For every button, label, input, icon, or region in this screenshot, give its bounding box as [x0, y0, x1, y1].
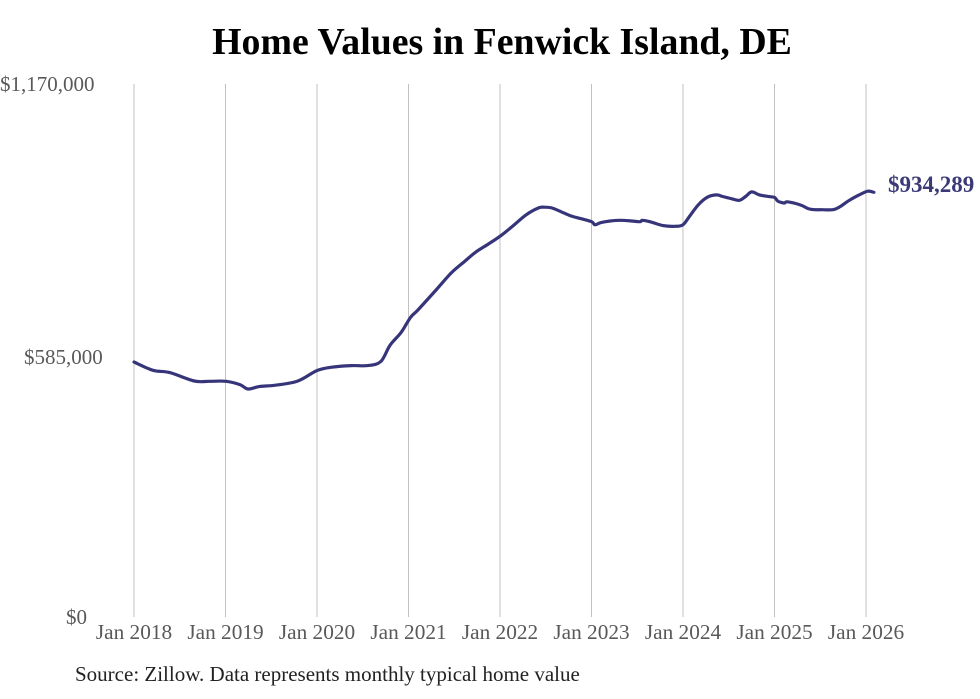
svg-text:Jan 2026: Jan 2026 [828, 620, 905, 644]
svg-text:$0: $0 [66, 605, 87, 629]
svg-text:$585,000: $585,000 [24, 345, 103, 369]
svg-text:Jan 2023: Jan 2023 [553, 620, 629, 644]
svg-text:$934,289: $934,289 [888, 172, 974, 197]
svg-text:$1,170,000: $1,170,000 [0, 72, 95, 96]
svg-text:Jan 2019: Jan 2019 [187, 620, 263, 644]
svg-text:Jan 2025: Jan 2025 [736, 620, 812, 644]
svg-text:Jan 2024: Jan 2024 [645, 620, 722, 644]
svg-text:Jan 2020: Jan 2020 [279, 620, 355, 644]
svg-text:Jan 2022: Jan 2022 [462, 620, 538, 644]
svg-text:Jan 2018: Jan 2018 [96, 620, 172, 644]
svg-text:Jan 2021: Jan 2021 [370, 620, 446, 644]
